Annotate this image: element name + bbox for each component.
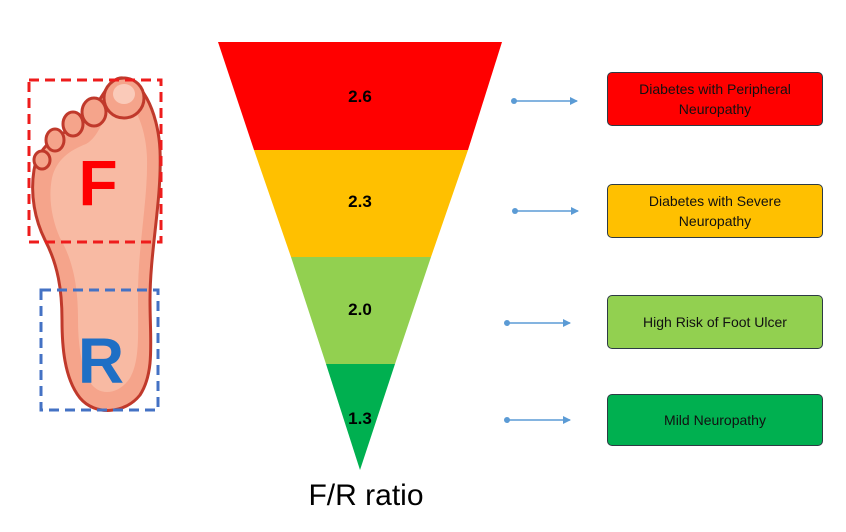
category-label: High Risk of Foot Ulcer bbox=[643, 314, 787, 330]
toe-third bbox=[61, 110, 85, 138]
connector-arrows bbox=[504, 97, 579, 424]
toe-fifth bbox=[32, 149, 52, 171]
pyramid-level-4 bbox=[326, 364, 395, 470]
arrow-level-1-origin bbox=[511, 98, 517, 104]
pyramid-level-3-value: 2.0 bbox=[348, 300, 372, 319]
category-label: Diabetes with Peripheral Neuropathy bbox=[639, 81, 791, 117]
category-box-peripheral-neuropathy: Diabetes with Peripheral Neuropathy bbox=[607, 72, 823, 126]
toe-highlight bbox=[113, 84, 135, 104]
pyramid-axis-label: F/R ratio bbox=[308, 479, 423, 512]
foot-sole-highlight bbox=[50, 96, 148, 393]
toe-second bbox=[80, 96, 108, 128]
arrow-level-4-origin bbox=[504, 417, 510, 423]
category-box-mild-neuropathy: Mild Neuropathy bbox=[607, 394, 823, 446]
category-box-high-risk-foot-ulcer: High Risk of Foot Ulcer bbox=[607, 295, 823, 349]
category-label: Mild Neuropathy bbox=[664, 412, 766, 428]
ratio-pyramid: 2.6 2.3 2.0 1.3 bbox=[218, 42, 502, 470]
pyramid-level-2-value: 2.3 bbox=[348, 192, 372, 211]
forefoot-label: F bbox=[78, 147, 117, 219]
pyramid-level-2 bbox=[254, 150, 468, 257]
pyramid-level-1-value: 2.6 bbox=[348, 87, 372, 106]
category-label: Diabetes with Severe Neuropathy bbox=[648, 193, 782, 229]
rearfoot-region-box bbox=[39, 288, 160, 412]
arrow-level-3-origin bbox=[504, 320, 510, 326]
rearfoot-label: R bbox=[78, 325, 124, 397]
forefoot-region-box bbox=[27, 78, 163, 244]
category-box-severe-neuropathy: Diabetes with Severe Neuropathy bbox=[607, 184, 823, 238]
foot-illustration bbox=[31, 76, 162, 412]
toe-fourth bbox=[44, 127, 66, 153]
pyramid-level-1 bbox=[218, 42, 502, 150]
pyramid-level-4-value: 1.3 bbox=[348, 409, 372, 428]
pyramid-level-3 bbox=[291, 257, 431, 364]
arrow-level-2-origin bbox=[512, 208, 518, 214]
